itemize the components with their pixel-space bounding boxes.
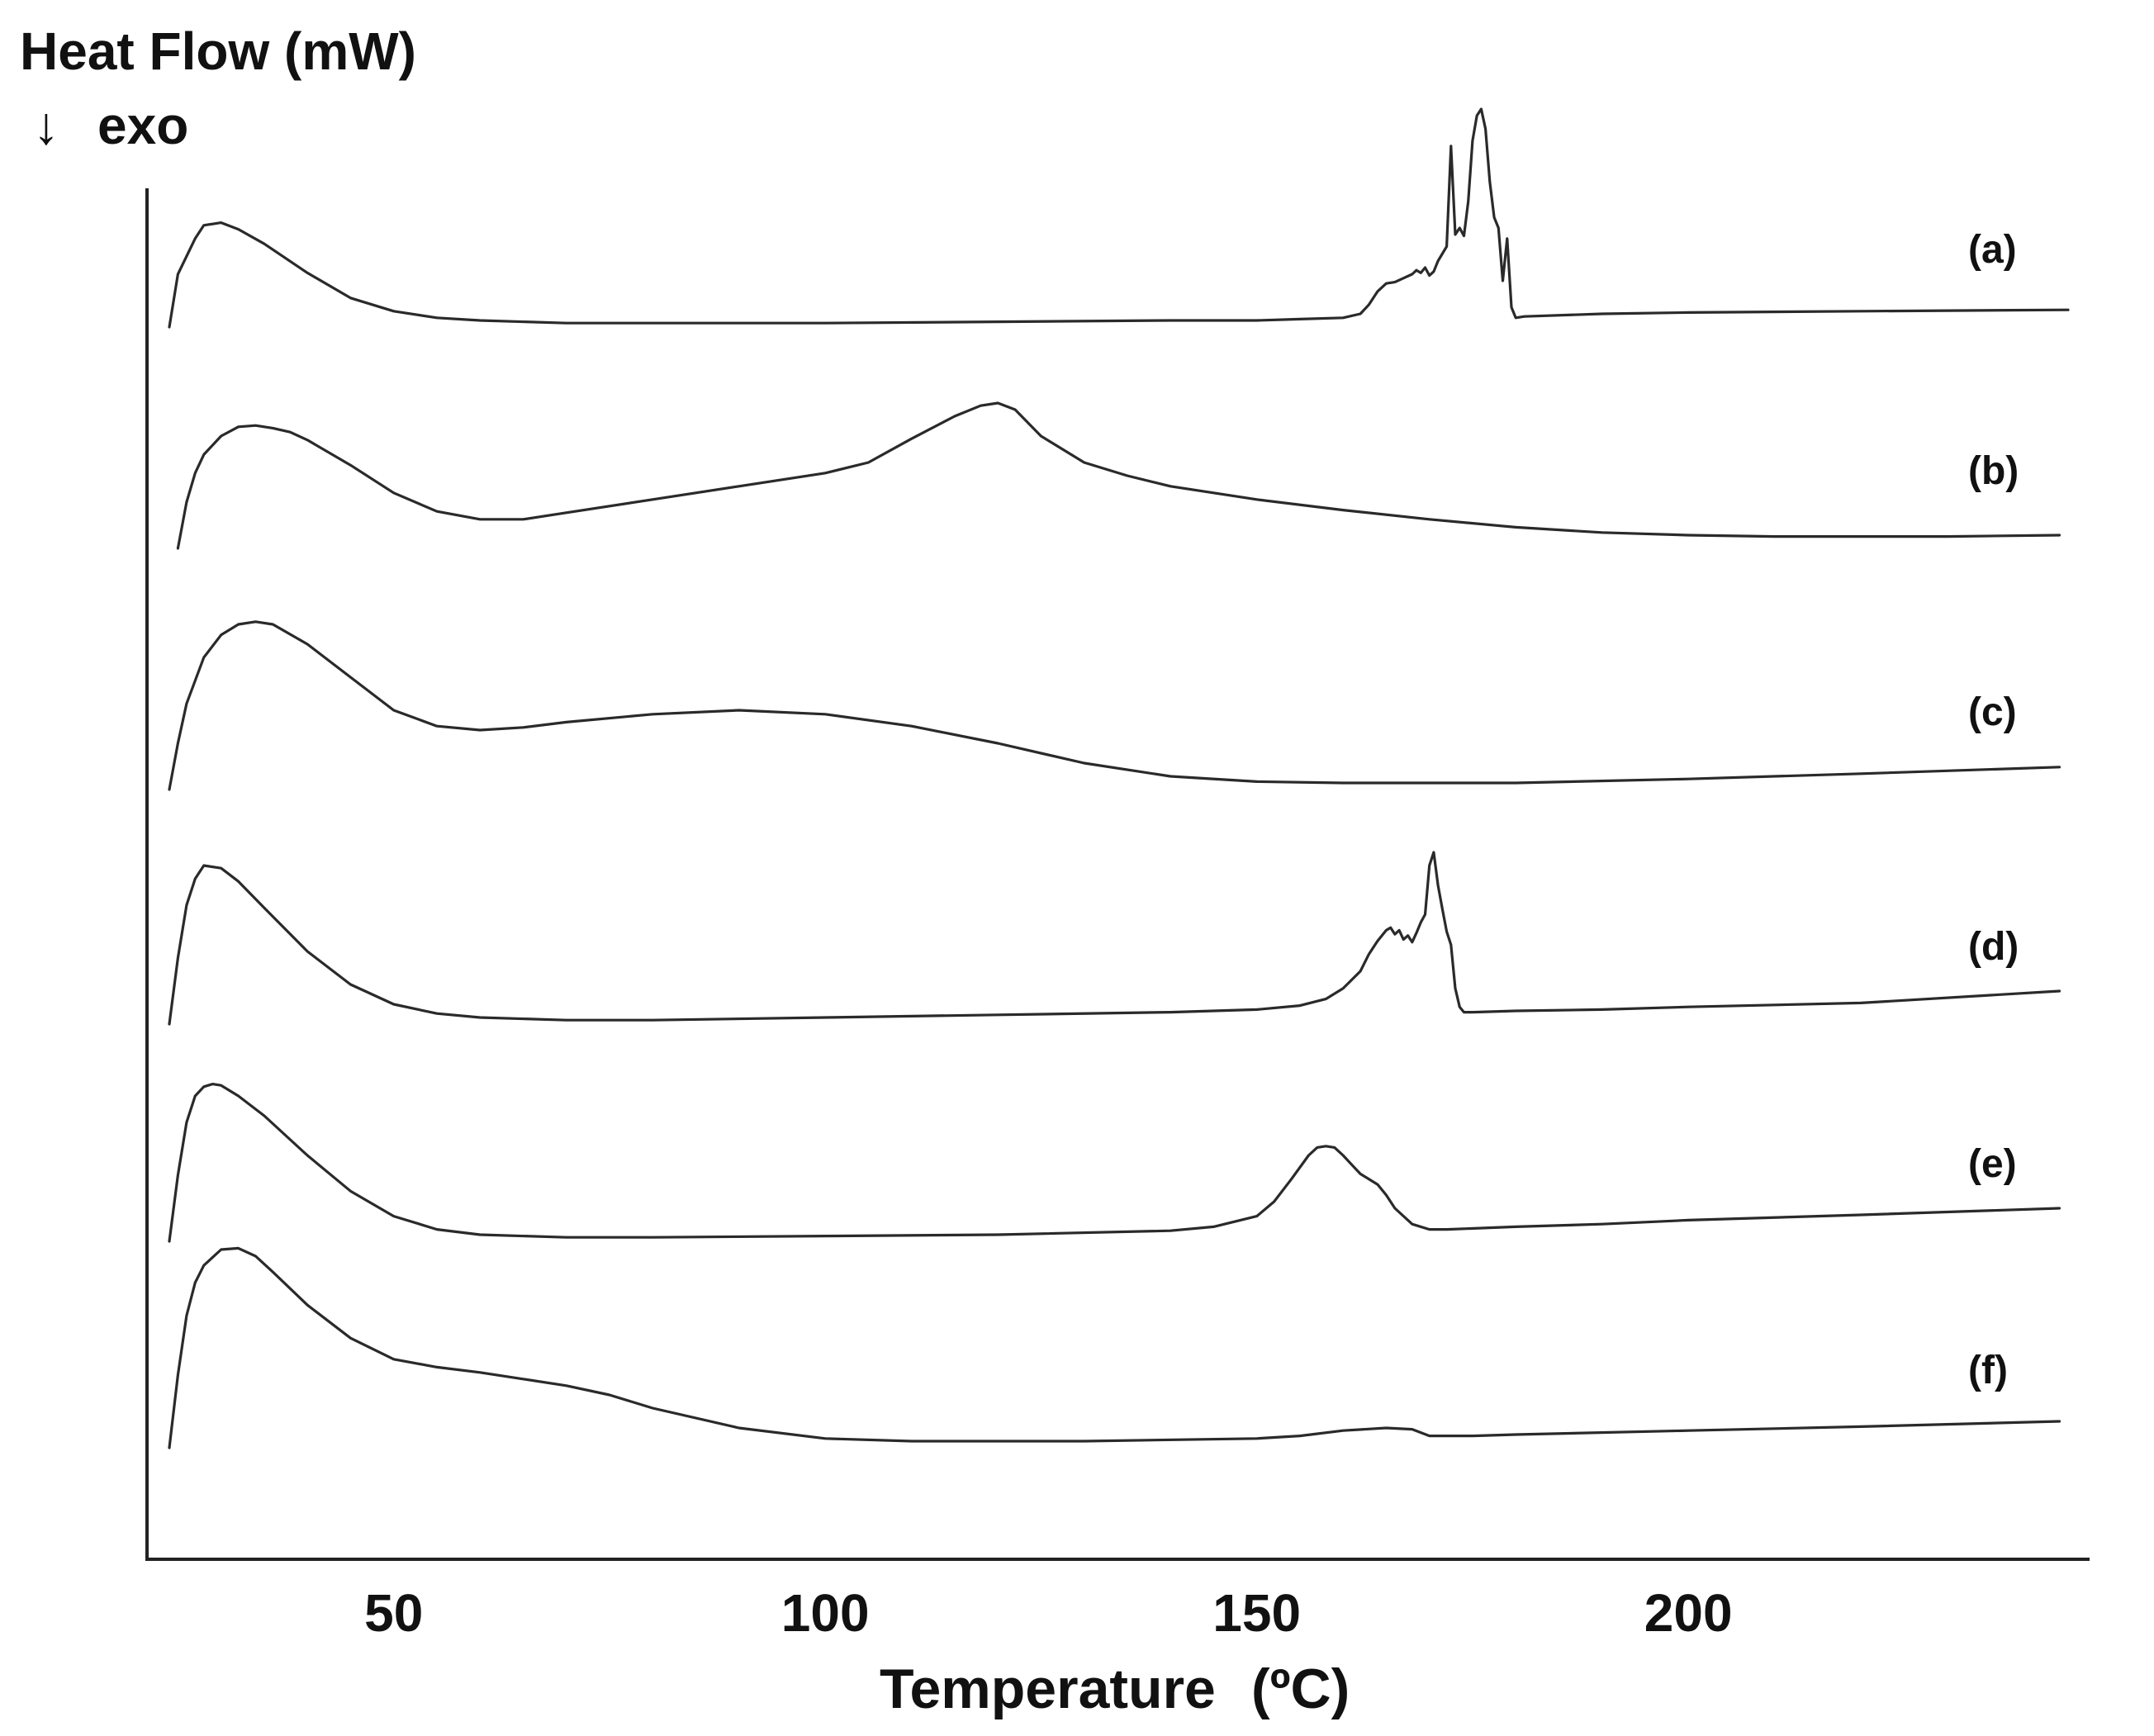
axes-frame — [145, 188, 2090, 1561]
curve-b — [176, 401, 2061, 550]
x-tick-label: 100 — [781, 1583, 870, 1643]
x-tick-label: 150 — [1212, 1583, 1301, 1643]
y-axis-label: Heat Flow (mW) — [20, 21, 416, 81]
x-tick-label: 50 — [364, 1583, 423, 1643]
y-axis-sub-label: exo — [97, 96, 188, 155]
curve-a — [168, 107, 2070, 329]
series-label-d: (d) — [1968, 925, 2019, 969]
x-tick-label: 200 — [1644, 1583, 1733, 1643]
curve-e — [168, 1083, 2061, 1243]
y-axis-arrow-icon: ↓ — [33, 96, 59, 155]
series-label-c: (c) — [1968, 690, 2017, 734]
x-axis-label: Temperature — [880, 1658, 1216, 1720]
x-axis-unit: (ºC) — [1251, 1658, 1350, 1720]
series-label-a: (a) — [1968, 228, 2017, 272]
curve-f — [168, 1246, 2061, 1449]
series-label-e: (e) — [1968, 1142, 2017, 1186]
x-tick-labels: 50 100 150 200 — [364, 1583, 1732, 1643]
curve-d — [168, 851, 2061, 1026]
curve-c — [168, 620, 2061, 791]
curves-group — [168, 107, 2070, 1449]
series-label-f: (f) — [1968, 1349, 2008, 1392]
series-labels: (a) (b) (c) (d) (e) (f) — [1968, 228, 2019, 1392]
series-label-b: (b) — [1968, 449, 2019, 493]
